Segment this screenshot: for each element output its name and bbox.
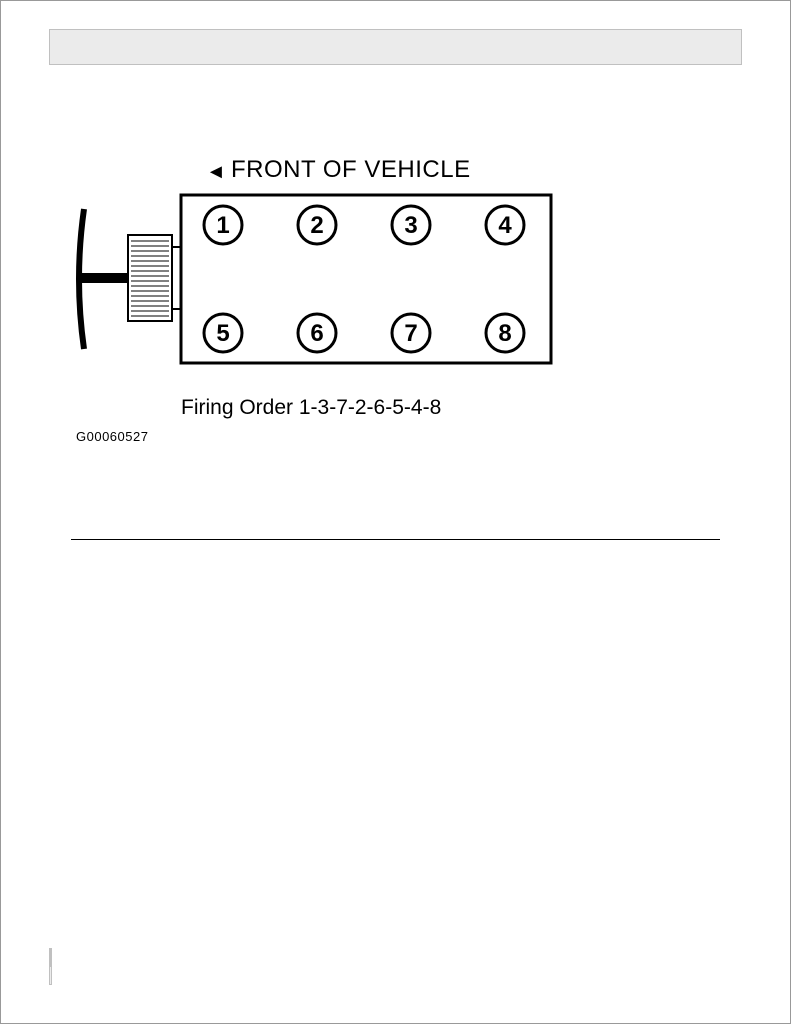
cylinder-number: 5	[216, 320, 229, 347]
image-id-label: G00060527	[76, 429, 148, 444]
cylinder-number: 2	[310, 212, 323, 239]
firing-order-label: Firing Order 1-3-7-2-6-5-4-8	[181, 396, 441, 420]
fan-icon	[79, 209, 181, 349]
cylinder-number: 8	[498, 320, 511, 347]
footer-bar	[49, 948, 52, 985]
cylinder-number: 1	[216, 212, 229, 239]
section-divider	[71, 539, 720, 540]
footer-cell	[51, 949, 52, 967]
footer-cell	[50, 967, 52, 985]
cylinder-number: 4	[498, 212, 512, 239]
cylinder-number: 7	[404, 320, 417, 347]
engine-diagram: 1 2 3 4 5 6 7 8	[66, 151, 566, 401]
cylinder-number: 6	[310, 320, 323, 347]
header-bar	[49, 29, 742, 65]
engine-svg: 1 2 3 4 5 6 7 8	[66, 151, 566, 401]
cylinder-number: 3	[404, 212, 417, 239]
